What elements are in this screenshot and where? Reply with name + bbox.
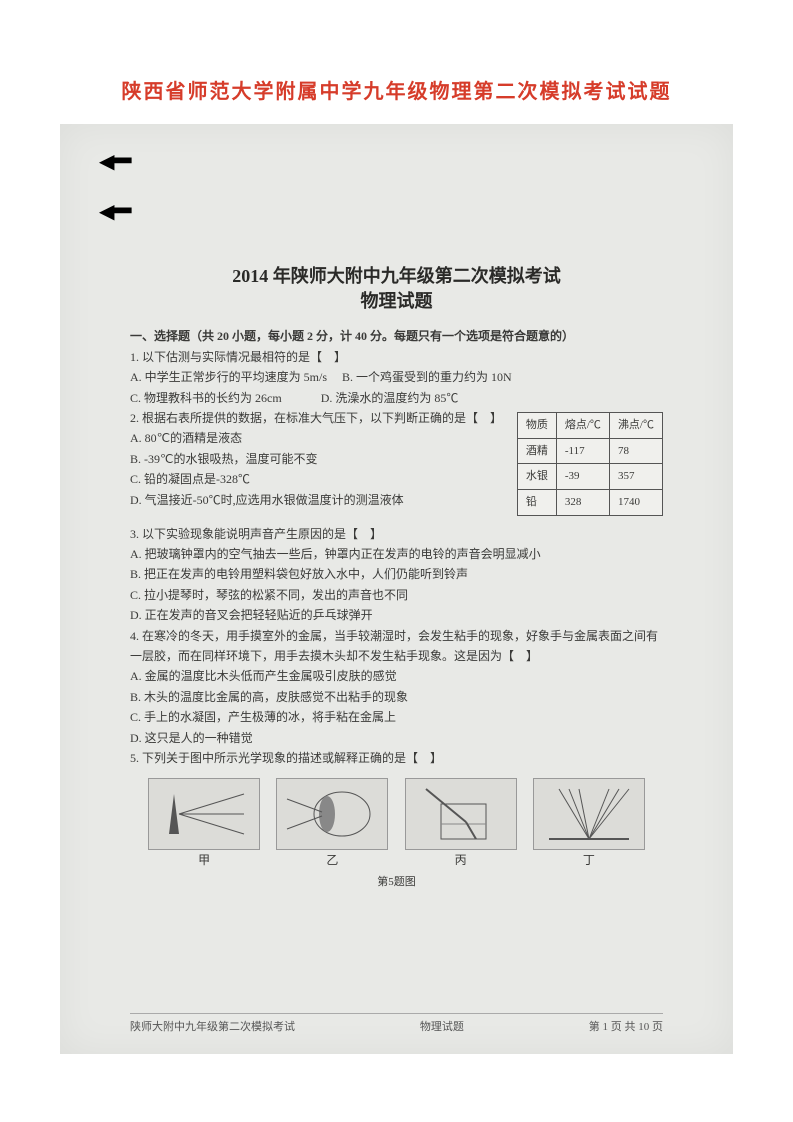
q3-opt-d: D. 正在发声的音叉会把轻轻贴近的乒乓球弹开 [130, 605, 663, 625]
table-row: 酒精 -117 78 [517, 438, 662, 464]
data-table: 物质 熔点/℃ 沸点/℃ 酒精 -117 78 水银 -39 357 铅 328 [517, 412, 663, 516]
eye-lens-icon [282, 784, 382, 844]
optics-diagram-icon [154, 784, 254, 844]
figure-caption: 第5题图 [130, 873, 663, 892]
q1-opt-a: A. 中学生正常步行的平均速度为 5m/s [130, 370, 327, 384]
question-3: 3. 以下实验现象能说明声音产生原因的是【 】 A. 把玻璃钟罩内的空气抽去一些… [130, 524, 663, 626]
figure-row [130, 778, 663, 850]
figure-labels: 甲 乙 丙 丁 [130, 850, 663, 870]
question-1: 1. 以下估测与实际情况最相符的是【 】 A. 中学生正常步行的平均速度为 5m… [130, 347, 663, 408]
question-2: 物质 熔点/℃ 沸点/℃ 酒精 -117 78 水银 -39 357 铅 328 [130, 408, 663, 524]
td: 酒精 [517, 438, 556, 464]
reflection-rays-icon [539, 784, 639, 844]
footer-right: 第 1 页 共 10 页 [589, 1018, 663, 1034]
exam-title-line1: 2014 年陕师大附中九年级第二次模拟考试 [130, 264, 663, 289]
section-heading: 一、选择题（共 20 小题，每小题 2 分，计 40 分。每题只有一个选项是符合… [130, 326, 663, 346]
table-row: 物质 熔点/℃ 沸点/℃ [517, 412, 662, 438]
table-row: 铅 328 1740 [517, 490, 662, 516]
q3-opt-b: B. 把正在发声的电铃用塑料袋包好放入水中，人们仍能听到铃声 [130, 564, 663, 584]
fig-label: 乙 [277, 850, 387, 870]
figure-bing [405, 778, 517, 850]
q4-opt-d: D. 这只是人的一种错觉 [130, 728, 663, 748]
scanned-page: ◂━ ◂━ 2014 年陕师大附中九年级第二次模拟考试 物理试题 一、选择题（共… [60, 124, 733, 1054]
question-4: 4. 在寒冷的冬天，用手摸室外的金属，当手较潮湿时，会发生粘手的现象，好象手与金… [130, 626, 663, 748]
td: 1740 [609, 490, 662, 516]
page-footer: 陕师大附中九年级第二次模拟考试 物理试题 第 1 页 共 10 页 [130, 1013, 663, 1034]
q3-stem: 3. 以下实验现象能说明声音产生原因的是【 】 [130, 524, 663, 544]
td: -117 [556, 438, 609, 464]
q4-opt-c: C. 手上的水凝固，产生极薄的冰，将手粘在金属上 [130, 707, 663, 727]
th: 物质 [517, 412, 556, 438]
q5-stem: 5. 下列关于图中所示光学现象的描述或解释正确的是【 】 [130, 748, 663, 768]
q1-opt-d: D. 洗澡水的温度约为 85℃ [321, 391, 459, 405]
q3-opt-c: C. 拉小提琴时，琴弦的松紧不同，发出的声音也不同 [130, 585, 663, 605]
q4-opt-b: B. 木头的温度比金属的高，皮肤感觉不出粘手的现象 [130, 687, 663, 707]
exam-title: 2014 年陕师大附中九年级第二次模拟考试 物理试题 [130, 264, 663, 314]
footer-mid: 物理试题 [420, 1018, 464, 1034]
figure-ding [533, 778, 645, 850]
fig-label: 丙 [406, 850, 516, 870]
td: 铅 [517, 490, 556, 516]
th: 沸点/℃ [609, 412, 662, 438]
table-row: 水银 -39 357 [517, 464, 662, 490]
exam-title-line2: 物理试题 [130, 289, 663, 314]
chopsticks-water-icon [411, 784, 511, 844]
exam-body: 2014 年陕师大附中九年级第二次模拟考试 物理试题 一、选择题（共 20 小题… [60, 124, 733, 911]
q1-opt-b: B. 一个鸡蛋受到的重力约为 10N [342, 370, 512, 384]
q1-stem: 1. 以下估测与实际情况最相符的是【 】 [130, 347, 663, 367]
question-5: 5. 下列关于图中所示光学现象的描述或解释正确的是【 】 [130, 748, 663, 768]
fig-label: 甲 [149, 850, 259, 870]
th: 熔点/℃ [556, 412, 609, 438]
scan-artifact-icon: ◂━ [100, 144, 131, 178]
fig-label: 丁 [534, 850, 644, 870]
page-title: 陕西省师范大学附属中学九年级物理第二次模拟考试试题 [0, 0, 793, 104]
scan-artifact-icon: ◂━ [100, 194, 131, 228]
td: 78 [609, 438, 662, 464]
figure-yi [276, 778, 388, 850]
td: -39 [556, 464, 609, 490]
q3-opt-a: A. 把玻璃钟罩内的空气抽去一些后，钟罩内正在发声的电铃的声音会明显减小 [130, 544, 663, 564]
td: 357 [609, 464, 662, 490]
q4-stem: 4. 在寒冷的冬天，用手摸室外的金属，当手较潮湿时，会发生粘手的现象，好象手与金… [130, 626, 663, 667]
td: 水银 [517, 464, 556, 490]
q1-opt-c: C. 物理教科书的长约为 26cm [130, 391, 282, 405]
q4-opt-a: A. 金属的温度比木头低而产生金属吸引皮肤的感觉 [130, 666, 663, 686]
td: 328 [556, 490, 609, 516]
footer-left: 陕师大附中九年级第二次模拟考试 [130, 1018, 295, 1034]
figure-jia [148, 778, 260, 850]
